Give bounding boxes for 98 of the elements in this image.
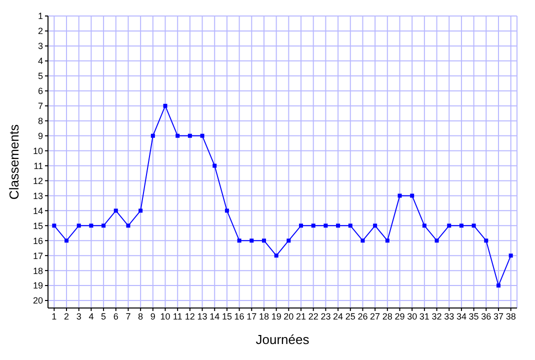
point xyxy=(126,224,130,228)
x-tick-label: 26 xyxy=(358,311,368,322)
y-tick-label: 7 xyxy=(38,101,43,112)
y-tick-label: 12 xyxy=(32,176,43,186)
x-tick-label: 11 xyxy=(172,311,182,322)
x-tick-label: 4 xyxy=(88,311,94,322)
point xyxy=(336,224,340,228)
y-axis-title: Classements xyxy=(6,124,22,200)
y-tick-label: 5 xyxy=(38,71,43,82)
x-tick-label: 3 xyxy=(76,311,82,322)
point xyxy=(188,134,192,138)
x-tick-label: 38 xyxy=(506,311,516,322)
x-tick-label: 31 xyxy=(419,311,430,322)
y-tick-label: 3 xyxy=(38,41,43,52)
point xyxy=(410,194,414,198)
x-tick-label: 24 xyxy=(333,311,344,322)
x-tick-label: 22 xyxy=(308,311,318,322)
x-tick-label: 25 xyxy=(345,311,356,322)
x-tick-label: 30 xyxy=(407,311,418,322)
x-tick-label: 7 xyxy=(126,311,131,322)
point xyxy=(508,254,513,258)
point xyxy=(484,238,488,243)
x-tick-label: 36 xyxy=(481,311,492,322)
x-tick-label: 2 xyxy=(64,311,70,322)
x-tick-label: 29 xyxy=(394,311,405,322)
point xyxy=(373,224,378,228)
point xyxy=(64,238,69,243)
point xyxy=(250,238,254,243)
y-tick-label: 9 xyxy=(38,130,43,141)
point xyxy=(102,224,106,228)
point xyxy=(496,284,500,288)
point xyxy=(324,224,328,228)
x-tick-label: 10 xyxy=(160,311,170,322)
point xyxy=(52,224,56,228)
point xyxy=(237,238,242,243)
x-tick-label: 1 xyxy=(52,311,57,322)
x-tick-label: 9 xyxy=(150,311,156,322)
point xyxy=(299,224,304,228)
x-tick-label: 15 xyxy=(222,311,232,322)
point xyxy=(163,104,168,108)
point xyxy=(286,238,291,243)
point xyxy=(76,224,81,228)
point xyxy=(262,238,266,243)
x-tick-label: 32 xyxy=(432,311,442,322)
x-tick-label: 35 xyxy=(468,311,479,322)
x-tick-label: 20 xyxy=(284,311,294,322)
x-tick-label: 13 xyxy=(197,311,208,322)
y-tick-label: 4 xyxy=(38,56,43,66)
y-tick-label: 17 xyxy=(32,250,43,261)
point xyxy=(200,134,204,138)
point xyxy=(472,224,476,228)
point xyxy=(224,208,229,213)
y-tick-label: 16 xyxy=(32,236,43,246)
point xyxy=(348,224,352,228)
x-tick-label: 27 xyxy=(370,311,380,322)
point xyxy=(422,224,426,228)
x-tick-label: 19 xyxy=(271,311,282,322)
point xyxy=(212,164,217,168)
y-tick-label: 6 xyxy=(38,86,43,96)
point xyxy=(459,224,464,228)
point xyxy=(398,194,402,198)
x-tick-label: 33 xyxy=(444,311,454,322)
x-tick-label: 28 xyxy=(382,311,392,322)
point xyxy=(150,134,155,138)
x-tick-label: 34 xyxy=(456,311,466,322)
y-tick-label: 1 xyxy=(38,11,43,22)
point xyxy=(114,208,118,213)
x-tick-label: 23 xyxy=(320,311,331,322)
x-tick-label: 12 xyxy=(184,311,195,322)
point xyxy=(311,224,316,228)
y-tick-label: 8 xyxy=(38,116,43,126)
y-tick-label: 11 xyxy=(34,160,43,171)
y-tick-label: 14 xyxy=(32,206,43,216)
y-tick-label: 20 xyxy=(32,296,43,306)
point xyxy=(89,224,94,228)
point xyxy=(385,238,390,243)
point xyxy=(274,254,278,258)
x-tick-label: 5 xyxy=(101,311,106,322)
y-tick-label: 10 xyxy=(32,146,43,156)
x-tick-label: 21 xyxy=(296,311,306,322)
point xyxy=(176,134,180,138)
x-axis-title: Journées xyxy=(256,332,310,347)
y-tick-label: 15 xyxy=(32,220,43,231)
x-tick-label: 17 xyxy=(246,311,257,322)
point xyxy=(434,238,439,243)
y-tick-label: 19 xyxy=(32,280,43,291)
point xyxy=(360,238,365,243)
x-tick-label: 16 xyxy=(234,311,244,322)
y-tick-label: 2 xyxy=(38,26,43,36)
y-tick-label: 18 xyxy=(32,266,43,276)
x-tick-label: 6 xyxy=(113,311,118,322)
point xyxy=(138,208,143,213)
x-tick-label: 18 xyxy=(258,311,269,322)
x-tick-label: 37 xyxy=(493,311,504,322)
point xyxy=(447,224,452,228)
y-tick-label: 13 xyxy=(32,190,43,201)
x-tick-label: 14 xyxy=(210,311,220,322)
x-tick-label: 8 xyxy=(138,311,144,322)
